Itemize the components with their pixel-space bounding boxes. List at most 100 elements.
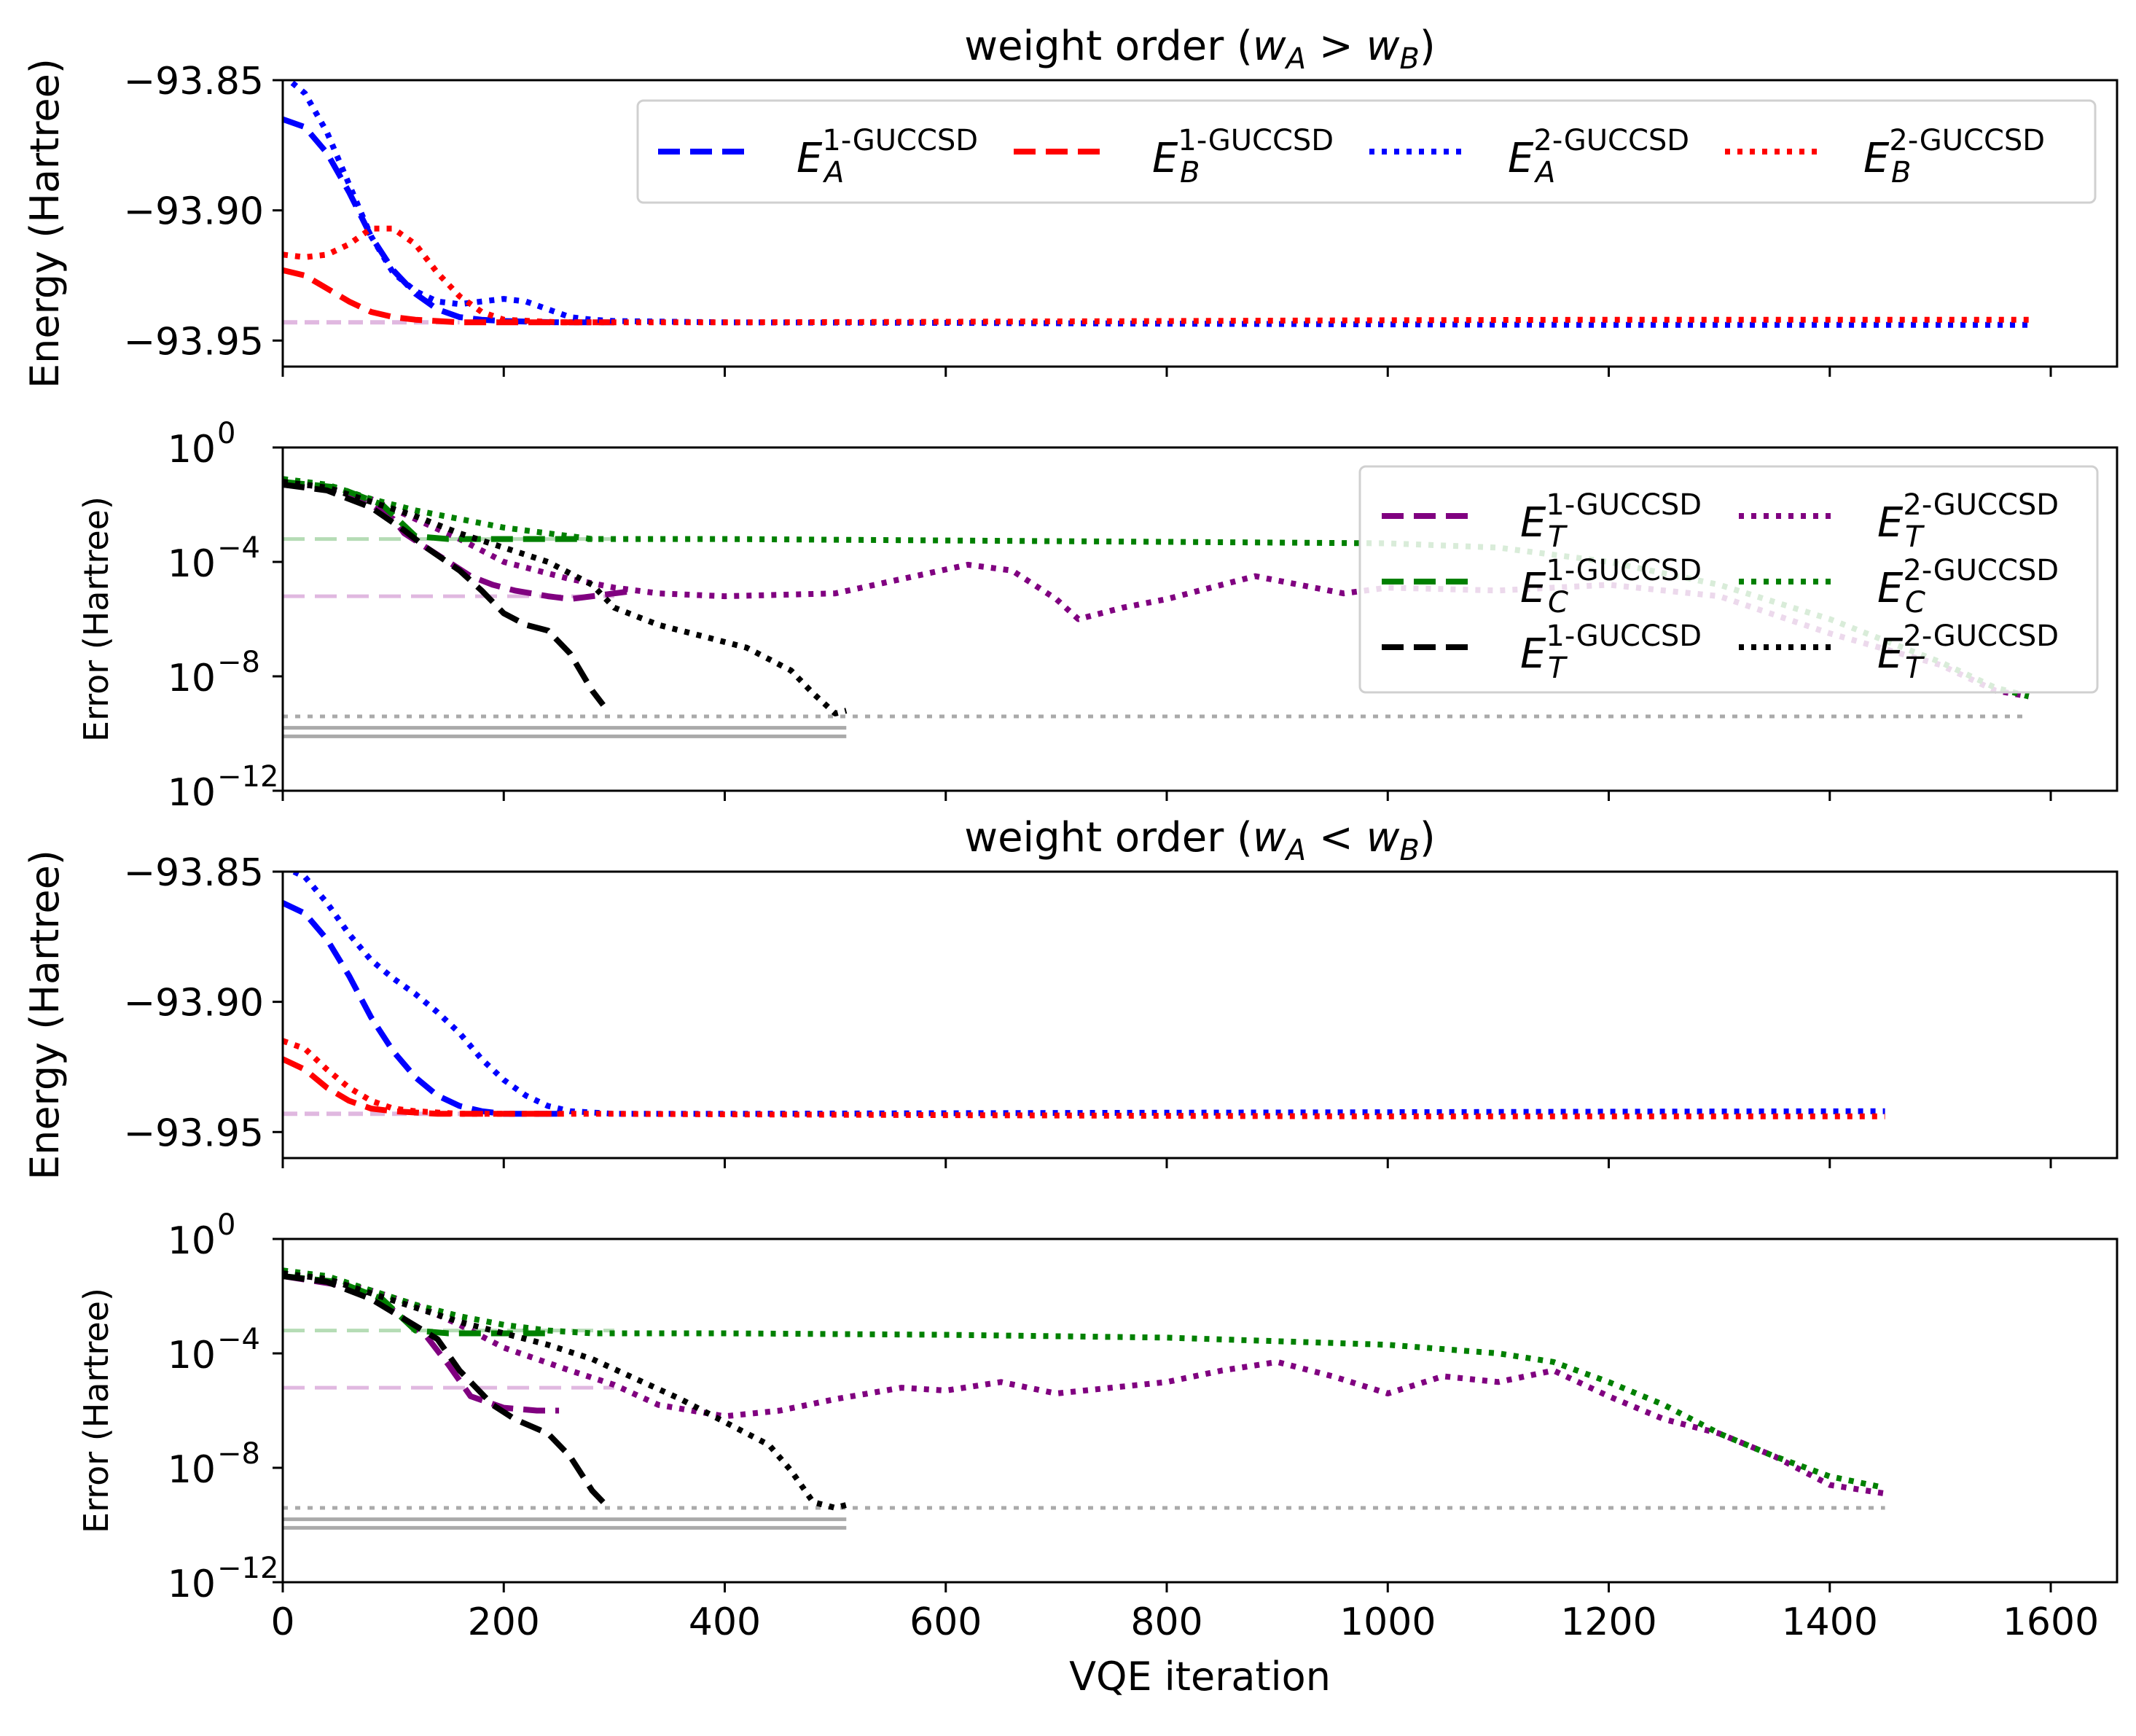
legend-box [1358,465,2099,694]
y-axis-title: Error (Hartree) [77,1288,116,1533]
y-tick-label: 10 [168,1219,216,1263]
series-line-3 [283,1267,1886,1491]
y-tick-label: 10 [168,428,216,472]
legend-base: E [1520,630,1546,678]
series-group [283,1267,1886,1511]
legend-sup: 2-GUCCSD [1903,619,2059,653]
x-tick-label: 1200 [1560,1600,1656,1644]
series-line-2 [283,479,592,542]
legend-label: E1-GUCCSD [1152,124,1334,182]
legend-sub: C [1548,586,1568,619]
series-line-3 [283,476,2030,700]
legend-base: E [1152,135,1178,182]
series-line-5 [283,1270,848,1511]
legend-base: E [1863,135,1890,182]
legend-sub: T [1905,652,1925,685]
title-part: weight order ( [964,23,1253,70]
y-axis-title: Energy (Hartree) [22,850,68,1180]
axes-frame [281,446,2119,792]
series-line-5 [283,479,848,716]
y-tick-exponent: −8 [217,646,260,679]
series-line-3 [283,225,2029,326]
y-tick-exponent: −8 [217,1437,260,1471]
legend-base: E [1877,565,1904,612]
y-tick-label: 10 [168,542,216,586]
title-part: B [1399,42,1419,76]
series-line-4 [283,482,606,707]
x-tick-label: 200 [468,1600,540,1644]
title-part: > [1306,23,1366,70]
x-tick-label: 800 [1130,1600,1202,1644]
legend-label: E1-GUCCSD [797,124,978,182]
legend-label: E2-GUCCSD [1508,124,1689,182]
legend-sup: 2-GUCCSD [1903,488,2059,522]
legend-sup: 2-GUCCSD [1903,554,2059,587]
legend-sup: 1-GUCCSD [1546,488,1702,522]
legend-sup: 1-GUCCSD [1546,554,1702,587]
legend-sub: T [1548,520,1568,554]
legend-sub: A [822,156,844,189]
title-part: A [1284,42,1306,76]
legend-base: E [1508,135,1534,182]
y-tick-label: 10 [168,657,216,700]
legend-label: E2-GUCCSD [1877,619,2059,678]
title-part: A [1284,834,1306,867]
x-tick-label: 600 [909,1600,982,1644]
title-part: ) [1420,23,1436,70]
legend-base: E [797,135,823,182]
y-axis-title: Error (Hartree) [77,496,116,742]
title-part: w [1253,23,1286,70]
title-part: weight order ( [964,814,1253,861]
series-line-0 [283,116,614,326]
axes-frame [281,870,2119,1160]
series-line-2 [286,872,1885,1117]
title-part: B [1399,834,1419,867]
panel-title: weight order (wA > wB) [964,23,1435,76]
legend-box [636,99,2097,204]
legend-sub: A [1533,156,1555,189]
legend-base: E [1520,499,1546,547]
series-group [283,872,1885,1119]
legend-base: E [1520,565,1546,612]
legend-label: E1-GUCCSD [1520,554,1702,612]
series-line-3 [283,1038,1885,1119]
title-part: < [1306,814,1366,861]
legend-sub: B [1891,156,1911,189]
title-part: w [1253,814,1286,861]
x-axis-title: VQE iteration [1069,1654,1331,1700]
x-tick-label: 400 [689,1600,761,1644]
panel-title: weight order (wA < wB) [964,814,1435,867]
x-tick-label: 1600 [2003,1600,2099,1644]
y-tick-label: −93.95 [124,320,264,364]
y-axis-title: Energy (Hartree) [22,58,68,388]
legend-label: E2-GUCCSD [1877,554,2059,612]
y-tick-exponent: 0 [217,1208,235,1242]
legend-sup: 2-GUCCSD [1533,124,1689,157]
y-tick-label: −93.95 [124,1111,264,1155]
y-tick-label: 10 [168,1563,216,1606]
y-tick-exponent: −12 [217,760,278,794]
legend-sup: 1-GUCCSD [1178,124,1334,157]
y-tick-label: 10 [168,1334,216,1377]
axes-frame [281,79,2119,368]
legend-base: E [1877,630,1904,678]
legend-sub: B [1180,156,1200,189]
series-line-1 [283,1270,1886,1497]
panel-energy-bottom: −93.85 −93.90 −93.95 Energy (Hartree) weight… [22,814,2119,1180]
y-tick-exponent: −4 [217,1323,260,1356]
legend-label: E1-GUCCSD [1520,619,1702,678]
y-tick-exponent: 0 [217,417,235,450]
y-tick-label: 10 [168,1448,216,1492]
y-tick-label: 10 [168,771,216,815]
panel-energy-top: −93.85 −93.90 −93.95 Energy (Hartree) weight… [22,23,2119,388]
legend-sub: T [1905,520,1925,554]
x-tick-label: 1400 [1782,1600,1878,1644]
legend-sup: 1-GUCCSD [1546,619,1702,653]
legend-label: E2-GUCCSD [1877,488,2059,547]
series-line-0 [283,1273,560,1414]
x-tick-label: 0 [270,1600,294,1644]
